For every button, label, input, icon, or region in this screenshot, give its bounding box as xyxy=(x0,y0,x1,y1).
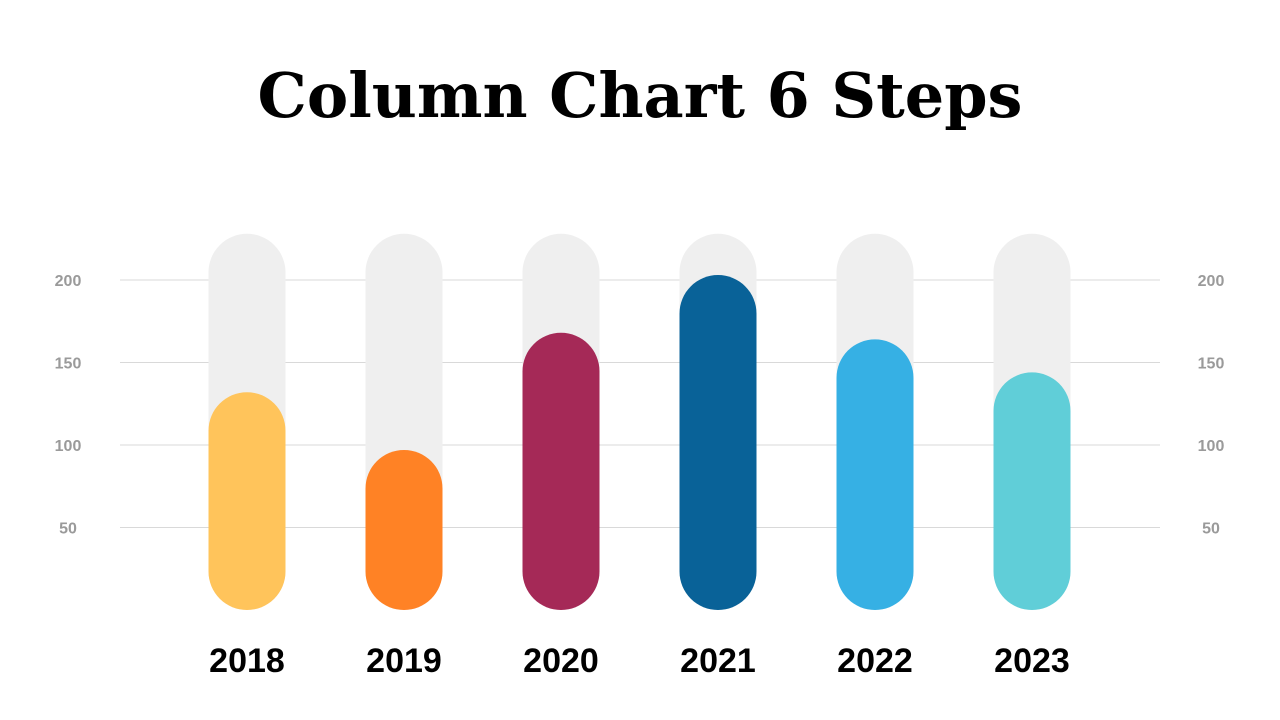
chart-title: Column Chart 6 Steps xyxy=(257,59,1023,132)
y-tick-label-right: 50 xyxy=(1202,521,1220,538)
bar-2019 xyxy=(365,449,443,610)
bars xyxy=(208,275,1071,610)
y-tick-label-left: 100 xyxy=(55,438,82,455)
y-tick-label-left: 200 xyxy=(55,273,82,290)
y-axis-right: 50 100 150 200 xyxy=(1198,273,1225,538)
gridlines xyxy=(120,279,1160,528)
bar-2018 xyxy=(208,392,286,610)
y-axis-left: 50 100 150 200 xyxy=(55,273,82,538)
bar-2020 xyxy=(522,332,600,610)
y-tick-label-right: 100 xyxy=(1198,438,1225,455)
y-tick-label-left: 50 xyxy=(59,521,77,538)
category-label-2021: 2021 xyxy=(680,642,756,680)
category-label-2022: 2022 xyxy=(837,642,913,680)
bar-2022 xyxy=(836,339,914,610)
bar-2021 xyxy=(679,275,757,610)
y-tick-label-right: 200 xyxy=(1198,273,1225,290)
bar-2023 xyxy=(993,372,1071,610)
category-label-2019: 2019 xyxy=(366,642,442,680)
category-label-2018: 2018 xyxy=(209,642,285,680)
y-tick-label-left: 150 xyxy=(55,356,82,373)
x-axis-categories: 2018 2019 2020 2021 2022 2023 xyxy=(209,642,1070,680)
y-tick-label-right: 150 xyxy=(1198,356,1225,373)
category-label-2023: 2023 xyxy=(994,642,1070,680)
category-label-2020: 2020 xyxy=(523,642,599,680)
bar-tracks xyxy=(208,233,1071,611)
